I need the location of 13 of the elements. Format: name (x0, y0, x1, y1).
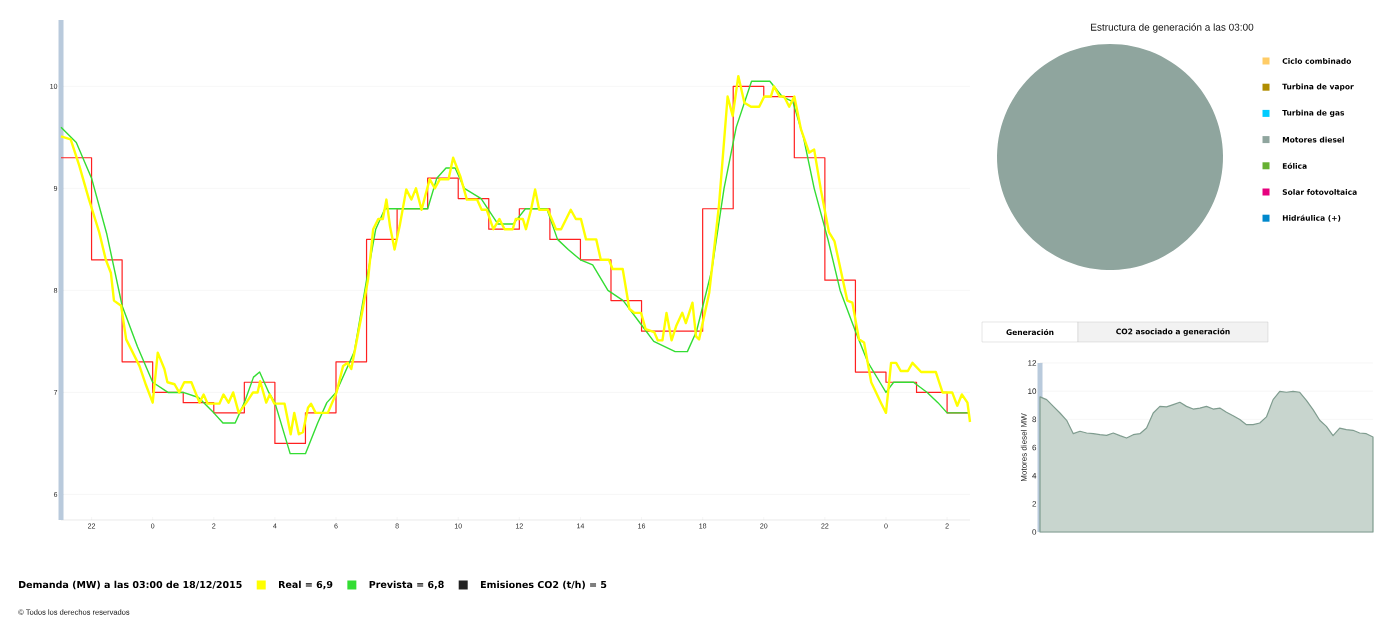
chart-title: Estructura de generación a las 03:00 (1091, 23, 1254, 33)
y-axis-title: Motores diesel MW (1020, 413, 1027, 482)
legend-label: Emisiones CO2 (t/h) = 5 (480, 580, 607, 590)
legend-title: Demanda (MW) a las 03:00 de 18/12/2015 (19, 580, 242, 590)
y-tick-label: 8 (1032, 416, 1037, 423)
y-tick-label: 12 (1028, 360, 1037, 366)
y-tick-label: 2 (1032, 501, 1037, 507)
legend-label: Real = 6,9 (279, 580, 333, 590)
y-tick-label: 10 (1028, 388, 1037, 394)
legend-label: Prevista = 6,8 (369, 580, 444, 590)
y-tick-label: 6 (1032, 444, 1037, 451)
y-tick-label: 4 (1032, 472, 1037, 479)
y-tick-label: 0 (1032, 529, 1037, 535)
